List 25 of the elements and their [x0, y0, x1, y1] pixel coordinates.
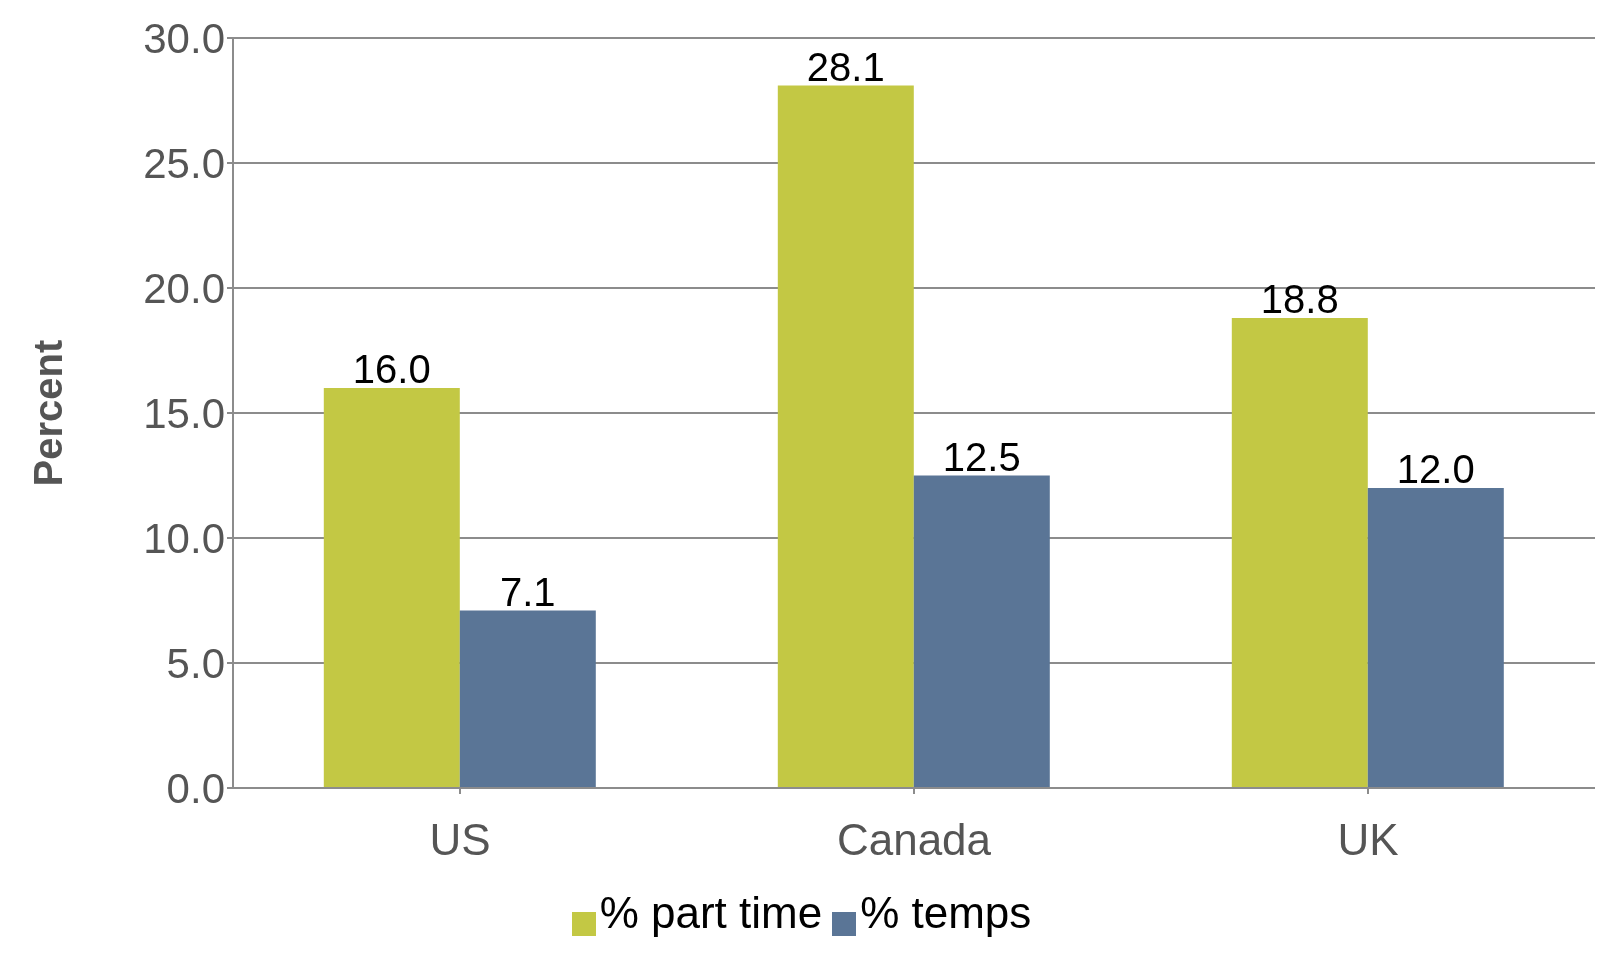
legend-label: % part time [599, 888, 823, 937]
y-tick-label: 20.0 [143, 264, 225, 312]
bar [1231, 318, 1368, 788]
data-label: 12.5 [942, 434, 1021, 479]
x-tick-label: US [429, 815, 491, 865]
data-label: 18.8 [1260, 277, 1339, 321]
y-tick-label: 30.0 [143, 14, 225, 62]
data-label: 12.0 [1396, 447, 1475, 491]
y-tick-label: 0.0 [166, 764, 225, 812]
y-axis-title: Percent [26, 339, 71, 487]
y-tick-label: 15.0 [143, 389, 225, 437]
x-tick-label: Canada [836, 815, 992, 865]
data-label: 28.1 [806, 44, 885, 89]
data-label: 7.1 [500, 569, 556, 614]
bar [913, 475, 1050, 788]
y-tick-label: 5.0 [166, 639, 225, 687]
x-tick-label: UK [1337, 815, 1399, 865]
legend-label: % temps [860, 888, 1032, 937]
y-tick-label: 10.0 [143, 514, 225, 562]
bar [1367, 488, 1504, 788]
bar [459, 610, 596, 788]
y-tick-label: 25.0 [143, 139, 225, 187]
bar [323, 388, 460, 788]
data-label: 16.0 [352, 347, 431, 391]
bar [777, 85, 914, 788]
